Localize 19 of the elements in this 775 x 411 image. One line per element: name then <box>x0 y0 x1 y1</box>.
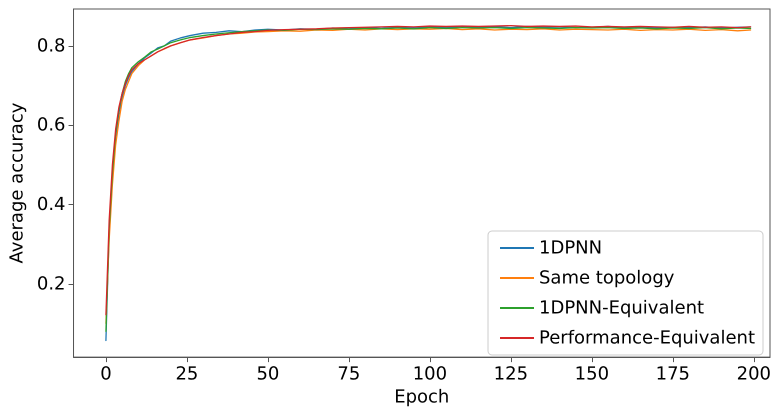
legend-label: 1DPNN-Equivalent <box>539 298 704 318</box>
y-tick-label: 0.8 <box>36 35 66 56</box>
x-tick-label: 200 <box>736 364 771 385</box>
x-tick-label: 25 <box>175 364 198 385</box>
legend-label: Same topology <box>539 268 675 288</box>
x-tick-label: 175 <box>656 364 690 385</box>
x-tick-label: 50 <box>256 364 280 385</box>
y-axis-title: Average accuracy <box>6 102 28 264</box>
x-tick-label: 0 <box>100 364 112 385</box>
y-tick-label: 0.2 <box>36 273 66 294</box>
y-tick-label: 0.4 <box>36 194 66 215</box>
x-tick-label: 100 <box>412 364 448 385</box>
x-axis-title: Epoch <box>394 386 450 408</box>
x-tick-label: 125 <box>494 364 528 385</box>
x-tick-label: 150 <box>574 364 610 385</box>
legend-label: Performance-Equivalent <box>539 328 756 348</box>
x-tick-label: 75 <box>337 364 360 385</box>
legend-label: 1DPNN <box>539 238 602 258</box>
y-tick-label: 0.6 <box>36 114 66 136</box>
